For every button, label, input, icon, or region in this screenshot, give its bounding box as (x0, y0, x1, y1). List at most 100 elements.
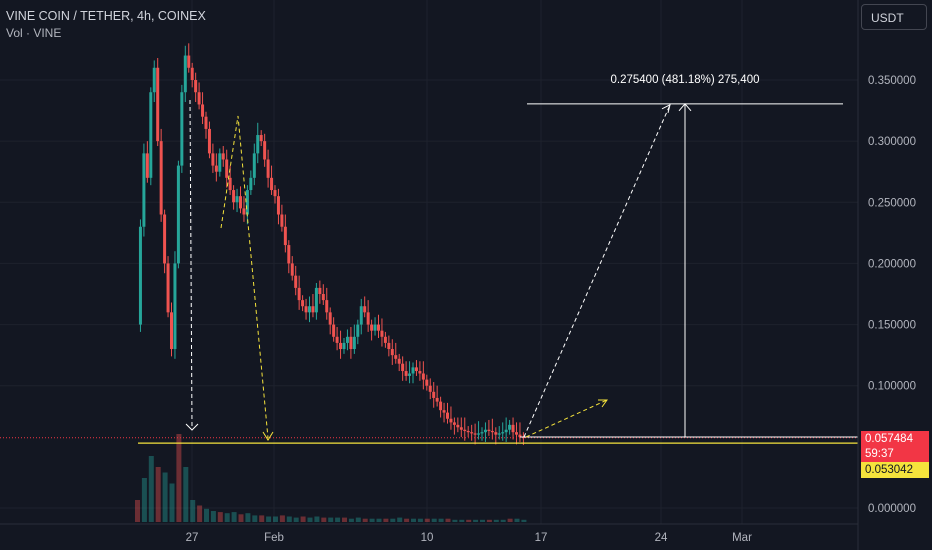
volume-bar (445, 518, 451, 522)
volume-bar (273, 516, 278, 522)
volume-bar (300, 516, 306, 522)
volume-bar (293, 517, 299, 522)
y-tick-label: 0.150000 (868, 320, 916, 332)
y-tick-label: 0.300000 (868, 136, 916, 148)
candle-body (435, 397, 439, 402)
volume-bar (259, 515, 265, 522)
symbol-title[interactable]: VINE COIN / TETHER, 4h, COINEX (6, 9, 206, 23)
candle-body (342, 342, 346, 350)
volume-bar (514, 518, 520, 522)
candle-body (145, 153, 149, 178)
volume-bar (238, 514, 244, 522)
candle-body (197, 92, 201, 105)
candle-body (138, 226, 142, 325)
price-axis[interactable]: 0.350000 0.300000 0.250000 0.200000 0.150000… (868, 75, 916, 515)
candle-body (176, 165, 180, 264)
candle-body (363, 306, 367, 313)
decline-arrowhead-white (185, 423, 199, 431)
candle-body (249, 177, 253, 191)
candle-body (242, 208, 246, 215)
candle-body (332, 324, 336, 337)
time-axis[interactable]: 27 Feb 10 17 24 Mar (186, 532, 752, 544)
volume-legend[interactable]: Vol · VINE (6, 26, 62, 40)
volume-bar (135, 500, 140, 522)
volume-bar (411, 518, 416, 522)
candle-body (259, 135, 263, 142)
candle-body (318, 287, 322, 294)
candle-body (232, 190, 236, 203)
candle-body (225, 159, 229, 178)
candle-body (218, 153, 222, 172)
candle-body (414, 367, 418, 372)
volume-bar (217, 512, 223, 522)
candle-body (394, 355, 398, 359)
candle-body (494, 432, 498, 435)
measure-annotation[interactable]: 0.275400 (481.18%) 275,400 (611, 74, 760, 86)
candle-body (328, 312, 332, 325)
volume-bar (321, 517, 327, 522)
x-tick-label: 10 (421, 532, 434, 544)
candle-body (490, 430, 494, 433)
volume-bar (252, 515, 258, 522)
projection-arrow-up[interactable] (523, 104, 671, 438)
candle-body (508, 424, 512, 430)
volume-bar (279, 515, 285, 522)
volume-bar (480, 519, 485, 522)
candles (138, 43, 525, 446)
y-tick-label: 0.250000 (868, 197, 916, 209)
volume-bar (342, 517, 347, 522)
currency-button[interactable]: USDT (861, 4, 927, 30)
projection-arrowhead-up (661, 103, 671, 113)
volume-bar (176, 434, 182, 522)
volume-bar (452, 519, 458, 522)
candle-body (404, 371, 408, 376)
volume-bar (397, 517, 403, 522)
volume-bar (493, 519, 499, 522)
decline-arrowhead-yellow (262, 431, 274, 441)
candle-body (349, 336, 353, 350)
candle-body (480, 432, 484, 434)
candle-body (304, 306, 308, 313)
volume-bar (459, 519, 465, 522)
measure-arrowhead (678, 103, 692, 112)
x-tick-label: Mar (732, 532, 752, 544)
volume-bar (162, 472, 168, 522)
volume-bar (473, 519, 479, 522)
candle-body (214, 165, 218, 172)
drawings[interactable] (0, 99, 858, 444)
candle-body (194, 80, 198, 93)
volume-bar (383, 518, 389, 522)
volume-bar (355, 517, 361, 522)
x-tick-label: Feb (264, 532, 284, 544)
decline-path-white[interactable] (189, 99, 193, 429)
volume-bar (307, 517, 313, 522)
candle-body (397, 358, 401, 364)
volume-bar (286, 516, 292, 522)
volume-bar (362, 518, 368, 522)
candle-body (207, 128, 211, 154)
volume-bar (266, 516, 272, 522)
candle-body (408, 373, 412, 376)
candle-body (515, 432, 518, 435)
volume-bar (328, 517, 334, 522)
candle-body (235, 196, 239, 203)
candle-body (301, 300, 305, 307)
candle-body (166, 263, 170, 313)
candle-body (263, 141, 267, 160)
decline-path-yellow[interactable] (220, 115, 269, 439)
candle-body (449, 418, 453, 423)
candle-body (418, 371, 422, 374)
candle-body (290, 263, 294, 276)
candle-body (470, 432, 474, 434)
volume-bar (210, 511, 216, 522)
candle-body (377, 324, 380, 331)
candle-body (339, 342, 343, 350)
volume-bar (417, 518, 423, 522)
volume-bar (438, 518, 444, 522)
volume-bar (190, 500, 196, 522)
projection-arrow-yellow[interactable] (525, 399, 608, 438)
candle-body (421, 373, 425, 380)
candle-body (294, 275, 298, 288)
volume-bar (390, 518, 396, 522)
